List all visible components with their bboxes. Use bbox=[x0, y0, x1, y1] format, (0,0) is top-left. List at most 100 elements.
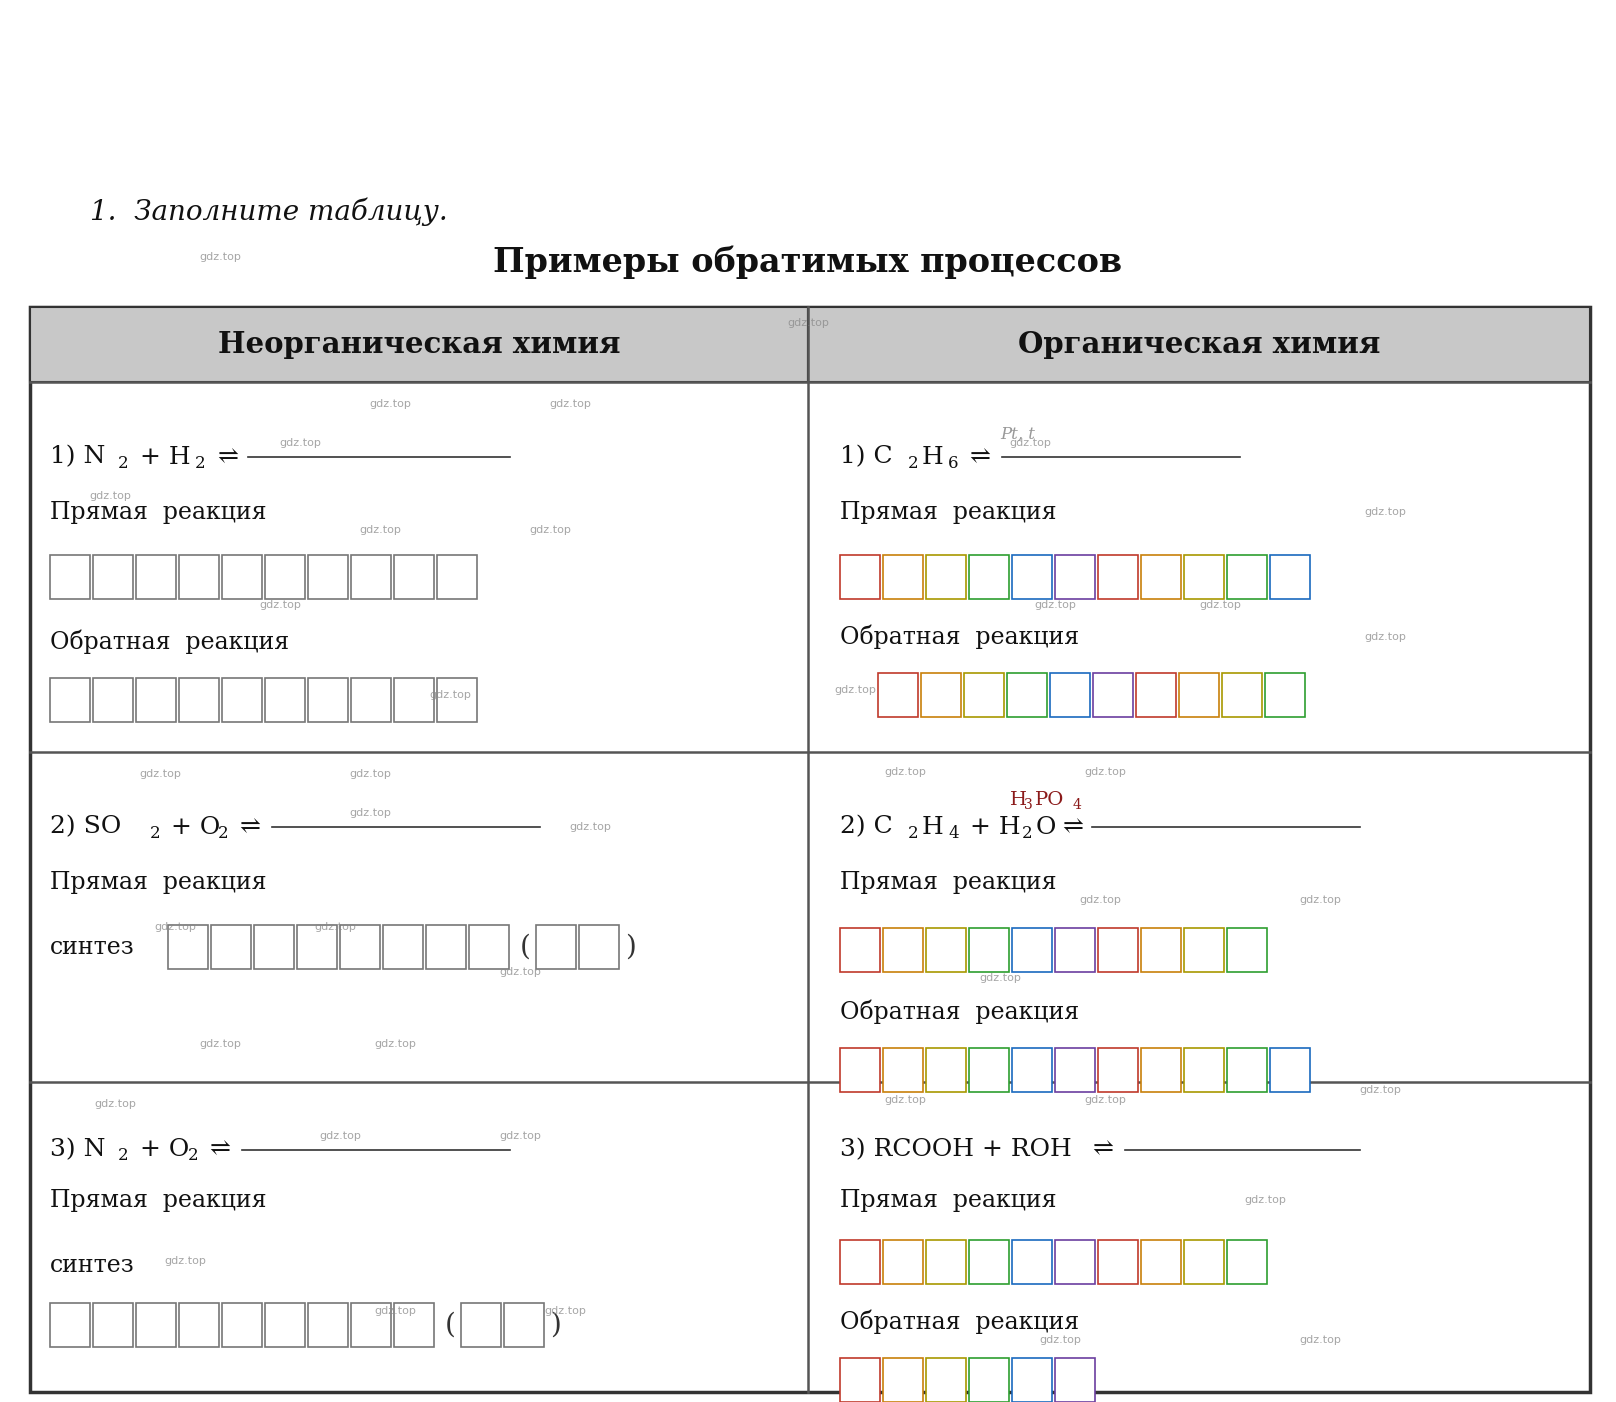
Bar bbox=[1055, 1049, 1096, 1092]
Bar bbox=[94, 555, 133, 599]
Text: gdz.top: gdz.top bbox=[1299, 894, 1341, 906]
Bar bbox=[31, 307, 1590, 1392]
Bar bbox=[469, 925, 509, 969]
Bar bbox=[926, 555, 966, 599]
Text: синтез: синтез bbox=[50, 935, 134, 959]
Text: Обратная  реакция: Обратная реакция bbox=[840, 1000, 1079, 1025]
Bar bbox=[94, 1302, 133, 1347]
Text: gdz.top: gdz.top bbox=[199, 252, 241, 262]
Text: gdz.top: gdz.top bbox=[787, 317, 829, 328]
Bar bbox=[179, 1302, 220, 1347]
Bar bbox=[970, 1359, 1008, 1402]
Bar bbox=[1141, 1239, 1181, 1284]
Bar bbox=[351, 1302, 391, 1347]
Text: + O: + O bbox=[133, 1138, 189, 1161]
Bar bbox=[1185, 928, 1223, 972]
Bar bbox=[297, 925, 338, 969]
Bar bbox=[436, 679, 477, 722]
Bar bbox=[970, 1239, 1008, 1284]
Bar bbox=[882, 1239, 923, 1284]
Text: gdz.top: gdz.top bbox=[1244, 1195, 1286, 1204]
Bar bbox=[882, 555, 923, 599]
Bar bbox=[877, 673, 918, 716]
Text: gdz.top: gdz.top bbox=[1084, 1095, 1126, 1105]
Bar bbox=[1097, 1049, 1138, 1092]
Bar bbox=[221, 555, 262, 599]
Text: gdz.top: gdz.top bbox=[545, 1307, 587, 1316]
Bar bbox=[136, 1302, 176, 1347]
Bar bbox=[339, 925, 380, 969]
Text: ): ) bbox=[549, 1311, 561, 1339]
Bar bbox=[926, 1359, 966, 1402]
Text: gdz.top: gdz.top bbox=[430, 690, 470, 700]
Text: + O: + O bbox=[163, 816, 220, 838]
Text: gdz.top: gdz.top bbox=[528, 524, 570, 536]
Text: H: H bbox=[1010, 791, 1028, 809]
Bar bbox=[212, 925, 250, 969]
Text: gdz.top: gdz.top bbox=[1364, 508, 1406, 517]
Text: O: O bbox=[1036, 816, 1057, 838]
Bar bbox=[179, 555, 220, 599]
Bar bbox=[50, 679, 90, 722]
Text: 3: 3 bbox=[1025, 798, 1033, 812]
Text: gdz.top: gdz.top bbox=[499, 1131, 541, 1141]
Bar bbox=[136, 679, 176, 722]
Bar bbox=[921, 673, 962, 716]
Bar bbox=[926, 1049, 966, 1092]
Text: синтез: синтез bbox=[50, 1253, 134, 1276]
Bar bbox=[970, 555, 1008, 599]
Bar bbox=[1007, 673, 1047, 716]
Text: gdz.top: gdz.top bbox=[979, 973, 1021, 983]
Text: gdz.top: gdz.top bbox=[359, 524, 401, 536]
Bar bbox=[1055, 1359, 1096, 1402]
Text: ⇌: ⇌ bbox=[233, 816, 262, 838]
Text: gdz.top: gdz.top bbox=[884, 1095, 926, 1105]
Text: gdz.top: gdz.top bbox=[368, 400, 410, 409]
Text: ⇌: ⇌ bbox=[1084, 1138, 1113, 1161]
Text: 2) SO: 2) SO bbox=[50, 816, 121, 838]
Text: Органическая химия: Органическая химия bbox=[1018, 329, 1380, 359]
Text: gdz.top: gdz.top bbox=[373, 1039, 415, 1049]
Bar bbox=[351, 679, 391, 722]
Bar bbox=[882, 1049, 923, 1092]
Bar bbox=[1141, 555, 1181, 599]
Text: 2: 2 bbox=[908, 824, 918, 841]
Bar bbox=[579, 925, 619, 969]
Text: gdz.top: gdz.top bbox=[349, 770, 391, 780]
Bar bbox=[840, 1359, 881, 1402]
Text: gdz.top: gdz.top bbox=[1008, 437, 1050, 449]
Bar bbox=[926, 1239, 966, 1284]
Text: gdz.top: gdz.top bbox=[1364, 632, 1406, 642]
Bar bbox=[840, 1239, 881, 1284]
Text: + H: + H bbox=[962, 816, 1021, 838]
Text: gdz.top: gdz.top bbox=[259, 600, 301, 610]
Text: 1.  Заполните таблицу.: 1. Заполните таблицу. bbox=[90, 198, 448, 226]
Bar bbox=[265, 1302, 305, 1347]
Bar bbox=[136, 555, 176, 599]
Bar bbox=[1012, 1049, 1052, 1092]
Bar bbox=[882, 1359, 923, 1402]
Bar bbox=[1012, 1359, 1052, 1402]
Bar bbox=[970, 928, 1008, 972]
Text: Обратная  реакция: Обратная реакция bbox=[840, 625, 1079, 649]
Text: Прямая  реакция: Прямая реакция bbox=[840, 501, 1057, 523]
Text: ⇌: ⇌ bbox=[210, 446, 239, 468]
Text: H: H bbox=[923, 446, 944, 468]
Bar bbox=[254, 925, 294, 969]
Text: gdz.top: gdz.top bbox=[1079, 894, 1122, 906]
Text: (: ( bbox=[520, 934, 532, 960]
Bar bbox=[537, 925, 575, 969]
Text: PO: PO bbox=[1034, 791, 1065, 809]
Text: gdz.top: gdz.top bbox=[199, 1039, 241, 1049]
Bar bbox=[1012, 555, 1052, 599]
Bar bbox=[394, 679, 435, 722]
Bar bbox=[1141, 928, 1181, 972]
Bar bbox=[1227, 928, 1267, 972]
Text: 2: 2 bbox=[118, 1147, 129, 1165]
Bar bbox=[1185, 555, 1223, 599]
Bar bbox=[965, 673, 1004, 716]
Text: gdz.top: gdz.top bbox=[89, 491, 131, 501]
Bar bbox=[1050, 673, 1091, 716]
Bar bbox=[50, 555, 90, 599]
Text: gdz.top: gdz.top bbox=[499, 967, 541, 977]
